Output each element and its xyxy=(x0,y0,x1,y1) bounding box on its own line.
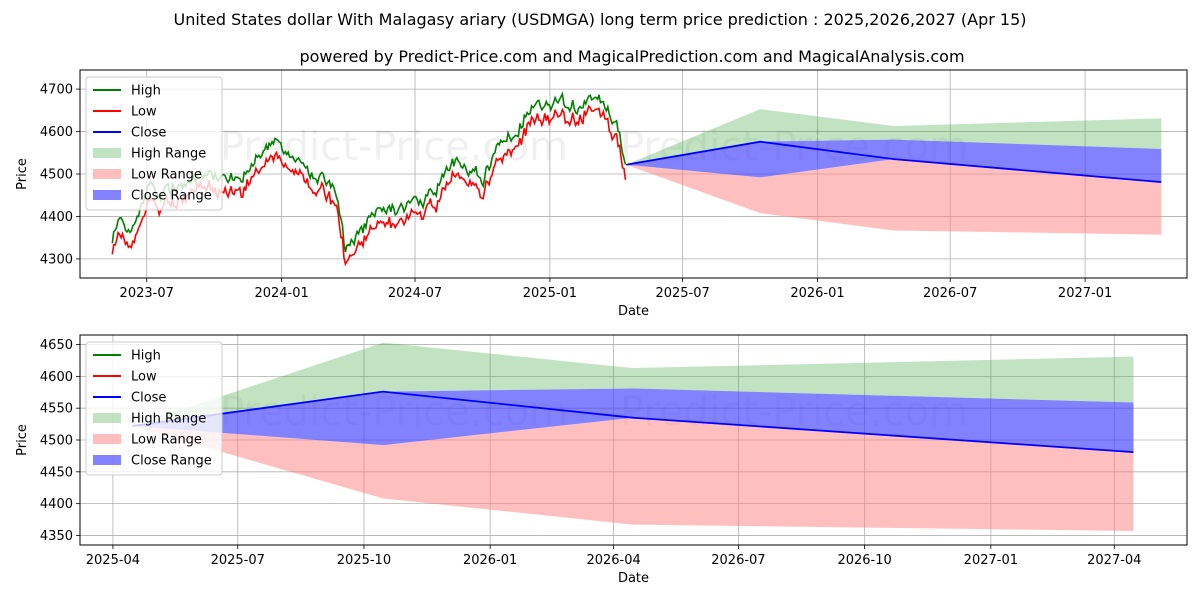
y-axis-label: Price xyxy=(15,158,30,190)
legend: High Low Close High Range Low Range Close Ran… xyxy=(85,341,223,476)
legend-swatch xyxy=(93,169,121,179)
y-tick-label: 4550 xyxy=(40,402,73,417)
x-tick-label: 2024-01 xyxy=(254,286,308,301)
y-tick-label: 4500 xyxy=(40,168,73,183)
low-range-band xyxy=(132,417,1134,531)
legend-label: High xyxy=(131,349,161,364)
x-tick-label: 2023-07 xyxy=(120,286,174,301)
x-tick-label: 2026-04 xyxy=(586,553,640,568)
legend-swatch xyxy=(93,434,121,444)
x-tick-label: 2026-07 xyxy=(923,286,977,301)
x-tick-label: 2026-07 xyxy=(711,553,765,568)
y-tick-label: 4600 xyxy=(40,125,73,140)
legend-label: Low Range xyxy=(131,433,202,448)
high-range-band xyxy=(132,342,1134,426)
x-tick-label: 2026-01 xyxy=(790,286,844,301)
x-tick-label: 2027-01 xyxy=(964,553,1018,568)
plot-area xyxy=(131,342,1134,531)
legend-label: Low Range xyxy=(131,168,202,183)
y-tick-label: 4500 xyxy=(40,434,73,449)
x-axis-label: Date xyxy=(618,304,649,319)
y-tick-label: 4300 xyxy=(40,252,73,267)
x-tick-label: 2027-04 xyxy=(1087,553,1141,568)
low-range-band xyxy=(626,159,1162,235)
legend-label: Close Range xyxy=(131,189,212,204)
x-tick-label: 2026-01 xyxy=(463,553,517,568)
legend-label: High Range xyxy=(131,147,206,162)
close-range-band xyxy=(132,388,1134,453)
legend-swatch xyxy=(93,190,121,200)
x-tick-label: 2025-10 xyxy=(337,553,391,568)
plot-area xyxy=(111,91,1162,267)
close-forecast-line xyxy=(131,390,1134,453)
x-tick-label: 2025-07 xyxy=(211,553,265,568)
y-tick-label: 4700 xyxy=(40,83,73,98)
x-tick-label: 2025-01 xyxy=(523,286,577,301)
legend-label: Close xyxy=(131,126,166,141)
legend-swatch xyxy=(93,413,121,423)
legend-label: High xyxy=(131,84,161,99)
x-tick-label: 2026-10 xyxy=(837,553,891,568)
legend-swatch xyxy=(93,455,121,465)
y-tick-label: 4450 xyxy=(40,465,73,480)
y-tick-label: 4350 xyxy=(40,529,73,544)
legend-label: Close Range xyxy=(131,454,212,469)
chart-subtitle: powered by Predict-Price.com and Magical… xyxy=(299,47,964,66)
y-tick-label: 4400 xyxy=(40,210,73,225)
legend-swatch xyxy=(93,148,121,158)
legend-label: Low xyxy=(131,370,157,385)
legend: High Low Close High Range Low Range Close Ran… xyxy=(85,76,223,211)
bottom-panel: Predict-Price.comPredict-Price.com2025-0… xyxy=(15,334,1188,586)
x-tick-label: 2025-07 xyxy=(655,286,709,301)
legend-label: Low xyxy=(131,105,157,120)
close-range-band xyxy=(626,139,1162,183)
top-panel: Predict-Price.comPredict-Price.com2023-0… xyxy=(15,69,1188,319)
legend-label: Close xyxy=(131,391,166,406)
chart-title: United States dollar With Malagasy ariar… xyxy=(174,10,1027,29)
x-tick-label: 2025-04 xyxy=(86,553,140,568)
legend-label: High Range xyxy=(131,412,206,427)
close-forecast-line xyxy=(626,140,1162,183)
high-range-band xyxy=(626,109,1162,165)
y-axis-label: Price xyxy=(15,424,30,456)
x-axis-label: Date xyxy=(618,571,649,586)
y-tick-label: 4400 xyxy=(40,497,73,512)
watermark-text: Predict-Price.com xyxy=(220,124,568,170)
y-tick-label: 4600 xyxy=(40,370,73,385)
x-tick-label: 2024-07 xyxy=(388,286,442,301)
x-tick-label: 2027-01 xyxy=(1058,286,1112,301)
y-tick-label: 4650 xyxy=(40,338,73,353)
